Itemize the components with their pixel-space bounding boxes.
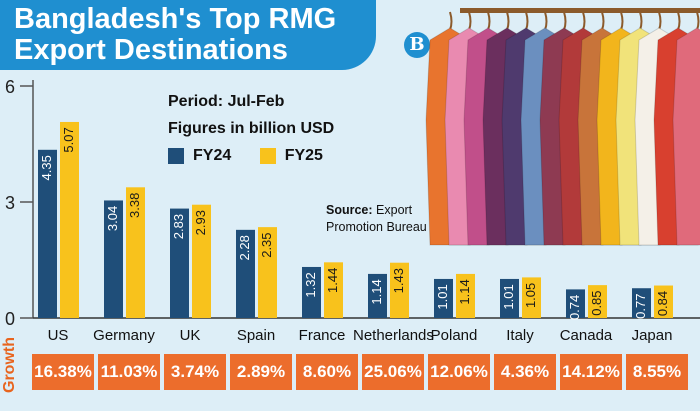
y-tick-label: 0 — [5, 309, 15, 329]
category-label: Netherlands — [353, 327, 434, 344]
category-label: Italy — [506, 327, 534, 344]
bar-value-label: 3.04 — [105, 206, 120, 231]
bar-fy24-japan — [632, 288, 651, 318]
bar-fy25-japan — [654, 285, 673, 318]
legend-item-fy25: FY25 — [259, 142, 323, 169]
legend-swatch-fy25 — [259, 147, 276, 164]
units-label: Figures in billion USD — [168, 120, 335, 137]
category-label: Poland — [430, 327, 478, 344]
bar-fy24-netherlands — [368, 273, 387, 318]
bar-fy24-uk — [170, 208, 189, 318]
bar-value-label: 0.74 — [567, 295, 582, 320]
legend-item-fy24: FY24 — [168, 142, 231, 169]
bar-value-label: 1.01 — [435, 284, 450, 309]
growth-value: 25.06% — [362, 354, 424, 390]
growth-value: 4.36% — [494, 354, 556, 390]
legend: Period: Jul-Feb Figures in billion USD F… — [168, 88, 347, 169]
growth-value: 3.74% — [164, 354, 226, 390]
bar-value-label: 1.32 — [303, 272, 318, 297]
bar-value-label: 1.43 — [391, 268, 406, 293]
bar-value-label: 0.77 — [633, 294, 648, 319]
growth-value: 12.06% — [428, 354, 490, 390]
growth-label: Growth — [1, 337, 18, 393]
chart-title: Bangladesh's Top RMG Export Destinations — [14, 3, 337, 66]
growth-value: 8.55% — [626, 354, 688, 390]
category-label: Germany — [93, 327, 155, 344]
bar-value-label: 4.35 — [39, 155, 54, 180]
bar-fy24-poland — [434, 278, 453, 318]
legend-label-fy24: FY24 — [193, 147, 232, 164]
source-label: Source: — [326, 203, 373, 217]
source-text: Export Promotion Bureau — [326, 203, 427, 234]
bar-value-label: 1.05 — [523, 283, 538, 308]
legend-swatch-fy24 — [168, 147, 184, 164]
legend-label-fy25: FY25 — [284, 147, 323, 164]
growth-value: 8.60% — [296, 354, 358, 390]
bar-value-label: 2.93 — [193, 210, 208, 235]
category-label: UK — [179, 327, 201, 344]
bar-fy25-france — [324, 262, 343, 318]
growth-value: 11.03% — [98, 354, 160, 390]
growth-value: 2.89% — [230, 354, 292, 390]
bar-value-label: 0.85 — [589, 290, 604, 315]
source-note: Source: Export Promotion Bureau — [326, 202, 446, 236]
bar-fy25-germany — [126, 187, 145, 318]
shirts-rack-illustration — [425, 8, 700, 246]
bar-value-label: 2.28 — [237, 235, 252, 260]
bar-value-label: 1.01 — [501, 284, 516, 309]
bar-value-label: 2.83 — [171, 214, 186, 239]
category-label: Canada — [559, 327, 613, 344]
bar-value-label: 0.84 — [655, 291, 670, 316]
bar-value-label: 2.35 — [259, 232, 274, 257]
category-label: Japan — [631, 327, 673, 344]
category-label: France — [298, 327, 346, 344]
bar-fy24-germany — [104, 200, 123, 318]
bar-fy24-us — [38, 149, 57, 318]
growth-value: 16.38% — [32, 354, 94, 390]
bar-value-label: 1.14 — [369, 279, 384, 304]
bar-value-label: 1.44 — [325, 268, 340, 293]
shirt-body — [672, 27, 700, 246]
period-label: Period: Jul-Feb — [168, 93, 285, 110]
title-banner: Bangladesh's Top RMG Export Destinations — [0, 0, 376, 70]
publisher-logo: B — [404, 32, 430, 58]
bar-value-label: 3.38 — [127, 193, 142, 218]
category-label: Spain — [236, 327, 276, 344]
bar-fy25-us — [60, 121, 79, 319]
bar-fy25-italy — [522, 277, 541, 318]
bar-fy25-uk — [192, 204, 211, 318]
bar-fy25-spain — [258, 227, 277, 318]
bar-value-label: 1.14 — [457, 279, 472, 304]
category-label: US — [47, 327, 69, 344]
bar-fy24-france — [302, 266, 321, 318]
growth-value: 14.12% — [560, 354, 622, 390]
shirt-shape — [672, 11, 700, 246]
bar-fy24-spain — [236, 229, 255, 318]
bar-fy25-netherlands — [390, 262, 409, 318]
legend-items: FY24 FY25 — [168, 142, 347, 169]
bar-fy25-canada — [588, 285, 607, 318]
bar-fy25-poland — [456, 273, 475, 318]
bar-fy24-italy — [500, 278, 519, 318]
y-tick-label: 6 — [5, 77, 15, 97]
bar-value-label: 5.07 — [61, 127, 76, 152]
y-tick-label: 3 — [5, 193, 15, 213]
bar-fy24-canada — [566, 289, 585, 318]
